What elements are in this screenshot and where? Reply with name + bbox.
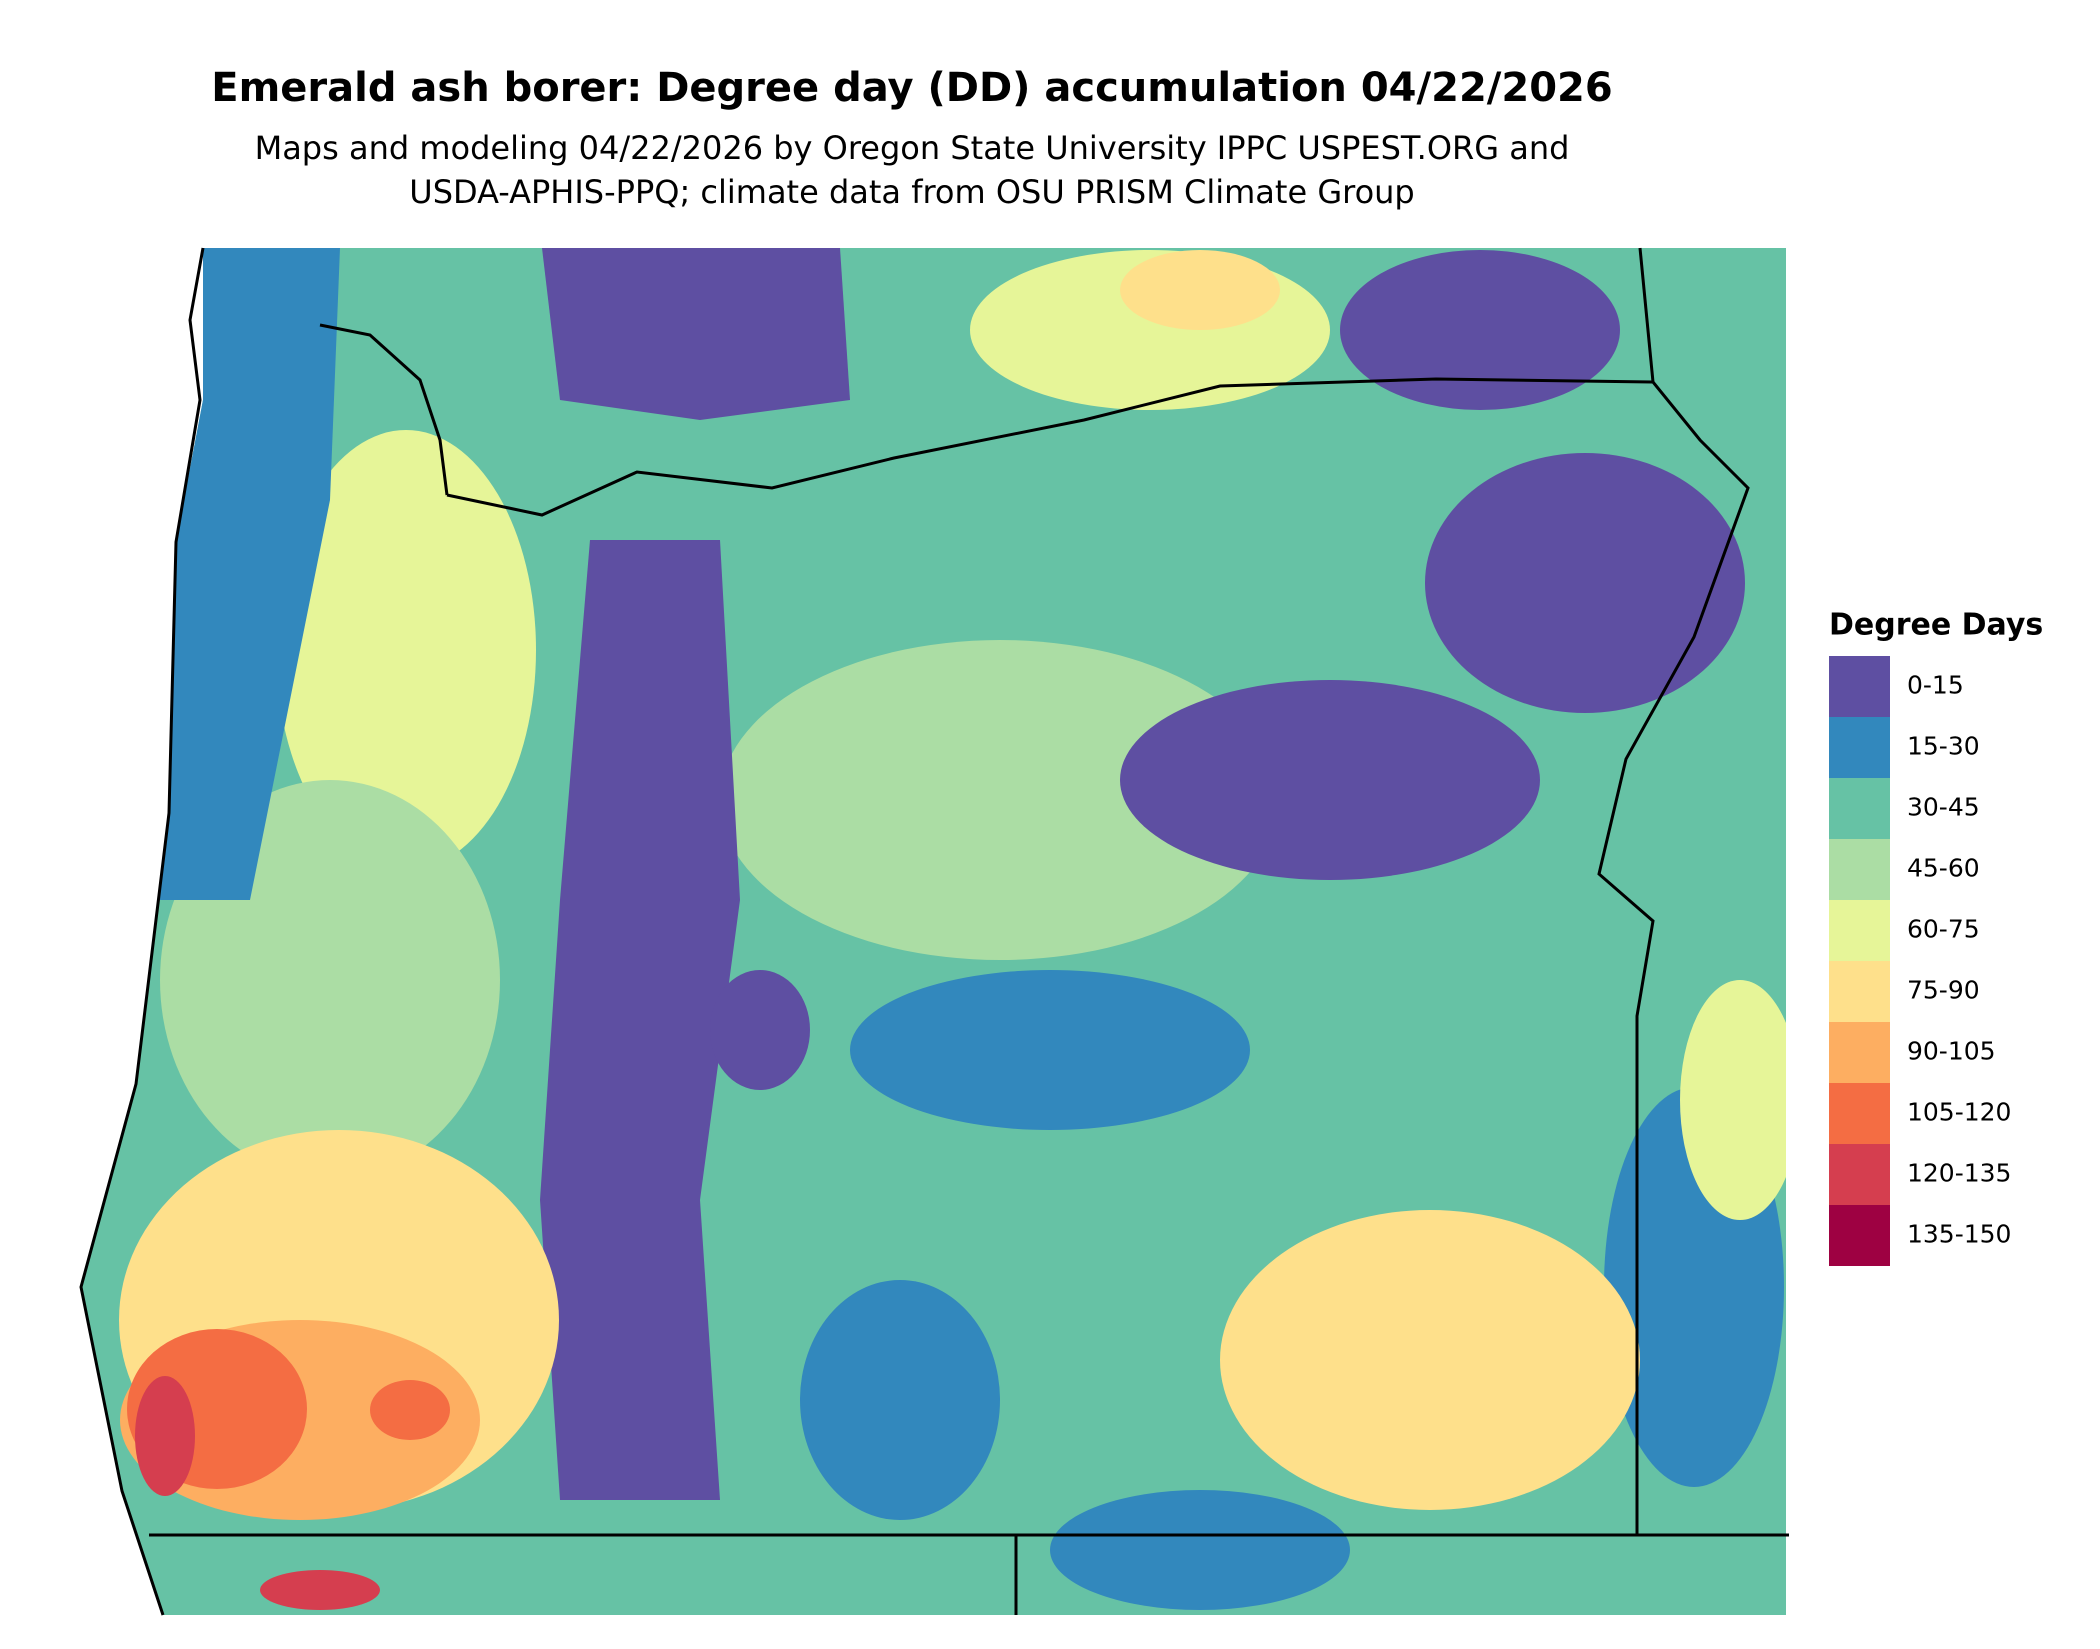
subtitle-line: Maps and modeling 04/22/2026 by Oregon S… — [255, 129, 1570, 167]
legend-swatch — [1829, 961, 1890, 1022]
state-borders — [79, 247, 1789, 1616]
legend-label: 15-30 — [1907, 732, 1980, 761]
legend: Degree Days 0-15 15-30 30-45 45-60 60-75 75-9… — [1829, 608, 2043, 1266]
subtitle-line: USDA-APHIS-PPQ; climate data from OSU PR… — [409, 173, 1414, 211]
legend-swatch — [1829, 1083, 1890, 1144]
legend-label: 60-75 — [1907, 915, 1980, 944]
legend-swatch — [1829, 1205, 1890, 1266]
degree-day-raster — [81, 248, 1786, 1615]
legend-swatch — [1829, 839, 1890, 900]
legend-swatch — [1829, 656, 1890, 717]
legend-label: 120-135 — [1907, 1159, 2011, 1188]
legend-title: Degree Days — [1829, 608, 2043, 643]
legend-label: 30-45 — [1907, 793, 1980, 822]
legend-label: 45-60 — [1907, 854, 1980, 883]
legend-swatch — [1829, 1144, 1890, 1205]
legend-swatch — [1829, 717, 1890, 778]
legend-label: 105-120 — [1907, 1098, 2011, 1127]
legend-swatch — [1829, 778, 1890, 839]
legend-label: 90-105 — [1907, 1037, 1996, 1066]
legend-swatch — [1829, 900, 1890, 961]
legend-label: 75-90 — [1907, 976, 1980, 1005]
legend-label: 135-150 — [1907, 1220, 2011, 1249]
legend-label: 0-15 — [1907, 671, 1964, 700]
legend-swatch — [1829, 1022, 1890, 1083]
map-title: Emerald ash borer: Degree day (DD) accum… — [211, 65, 1612, 111]
